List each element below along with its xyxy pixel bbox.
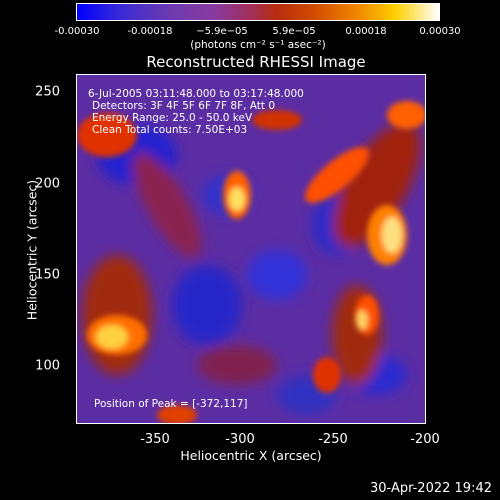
x-tick-label: -200 [410, 432, 440, 447]
colorbar [76, 3, 440, 21]
rhessi-image [77, 75, 425, 423]
x-tick-label: -250 [318, 432, 348, 447]
colorbar-tick: 5.9e−05 [272, 26, 316, 37]
x-tick-label: -300 [225, 432, 255, 447]
x-tick-label: -350 [140, 432, 170, 447]
peak-position-label: Position of Peak = [-372,117] [94, 398, 248, 410]
footer-timestamp: 30-Apr-2022 19:42 [370, 481, 492, 496]
y-tick-label: 250 [35, 84, 60, 100]
colorbar-tick: −5.9e−05 [196, 26, 248, 37]
y-tick-label: 100 [35, 358, 60, 374]
y-tick-label: 150 [35, 267, 60, 283]
image-plot [76, 74, 426, 424]
info-detectors: Detectors: 3F 4F 5F 6F 7F 8F, Att 0 [92, 100, 276, 112]
x-axis-label: Heliocentric X (arcsec) [180, 448, 322, 463]
plot-title: Reconstructed RHESSI Image [146, 53, 366, 71]
y-axis-label: Heliocentric Y (arcsec) [24, 179, 40, 321]
colorbar-tick: -0.00030 [54, 26, 100, 37]
colorbar-unit-label: (photons cm⁻² s⁻¹ asec⁻²) [190, 39, 326, 51]
info-time-range: 6-Jul-2005 03:11:48.000 to 03:17:48.000 [88, 88, 304, 100]
info-energy-range: Energy Range: 25.0 - 50.0 keV [92, 112, 253, 124]
info-total-counts: Clean Total counts: 7.50E+03 [92, 124, 248, 136]
colorbar-tick: -0.00018 [127, 26, 173, 37]
colorbar-tick: 0.00030 [419, 26, 461, 37]
colorbar-tick: 0.00018 [345, 26, 387, 37]
y-tick-label: 200 [35, 176, 60, 192]
